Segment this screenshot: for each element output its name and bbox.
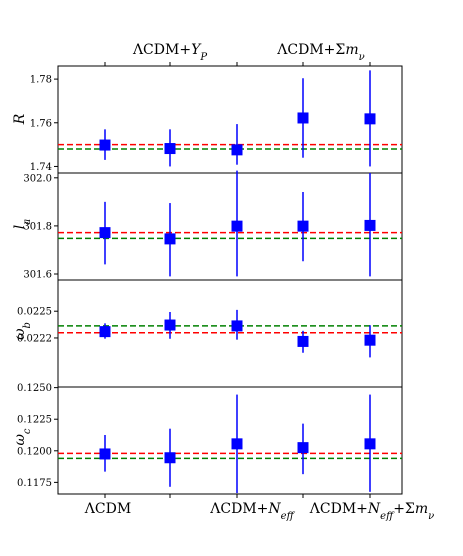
x-tick-label: ΛCDM+Σmν [276, 42, 364, 63]
y-tick-label: 0.1250 [17, 383, 52, 394]
data-point [99, 448, 111, 460]
data-point [99, 139, 111, 151]
y-axis-label: ωb [12, 322, 33, 340]
data-point [164, 319, 176, 331]
y-axis-label: ωc [12, 428, 33, 445]
y-tick-label: 0.1175 [17, 478, 52, 489]
data-point [231, 220, 243, 232]
data-point [164, 233, 176, 245]
panel-frame [57, 65, 403, 174]
data-point [99, 326, 111, 338]
data-point [364, 334, 376, 346]
x-tick-label: ΛCDM+YP [132, 42, 207, 63]
data-point [99, 227, 111, 239]
data-point [297, 335, 309, 347]
y-tick-label: 0.0222 [17, 333, 52, 344]
data-point [364, 219, 376, 231]
y-tick-label: 1.76 [30, 118, 52, 129]
y-tick-label: 0.1225 [17, 415, 52, 426]
data-point [297, 442, 309, 454]
x-tick-label: ΛCDM+Neff+Σmν [309, 501, 434, 522]
data-point [164, 452, 176, 464]
x-tick-label: ΛCDM+Neff [209, 501, 295, 522]
data-point [231, 144, 243, 156]
x-tick-label: ΛCDM [84, 501, 131, 517]
y-tick-label: 302.0 [23, 173, 52, 184]
panel-frame [57, 172, 403, 281]
data-point [231, 438, 243, 450]
data-point [297, 112, 309, 124]
y-axis-label: la [12, 219, 33, 229]
y-tick-label: 0.1200 [17, 446, 52, 457]
data-point [364, 113, 376, 125]
y-tick-label: 301.6 [23, 269, 52, 280]
data-point [231, 320, 243, 332]
y-axis-label: R [12, 113, 28, 125]
y-tick-label: 301.8 [23, 221, 52, 232]
y-tick-label: 1.78 [30, 75, 52, 86]
y-tick-label: 1.74 [30, 162, 52, 173]
data-point [164, 143, 176, 155]
data-point [364, 438, 376, 450]
y-tick-label: 0.0225 [17, 307, 52, 318]
data-point [297, 220, 309, 232]
panel-frame [57, 386, 403, 495]
